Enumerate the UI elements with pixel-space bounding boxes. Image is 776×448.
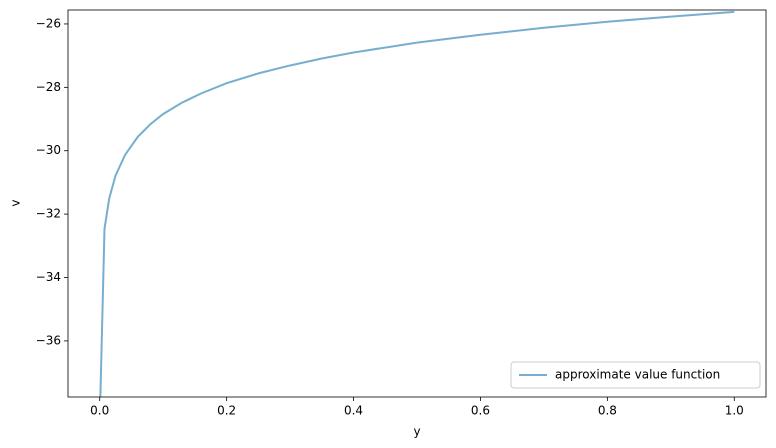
x-tick-label: 0.8 [598,404,617,418]
y-tick-label: −32 [36,207,61,221]
x-tick-label: 0.2 [217,404,236,418]
x-tick-label: 0.6 [471,404,490,418]
x-tick-label: 1.0 [725,404,744,418]
y-tick-label: −34 [36,270,61,284]
x-tick-label: 0.4 [344,404,363,418]
legend-label: approximate value function [555,368,720,382]
axes-frame [67,9,767,398]
data-line [99,10,735,397]
x-axis-label: y [413,425,420,439]
y-tick-label: −28 [36,80,61,94]
y-axis-label: v [9,199,23,206]
y-tick-label: −36 [36,333,61,347]
y-tick-label: −26 [36,16,61,30]
legend-box [510,361,761,389]
legend: approximate value function [510,361,761,389]
y-tick-label: −30 [36,143,61,157]
x-tick-label: 0.0 [90,404,109,418]
